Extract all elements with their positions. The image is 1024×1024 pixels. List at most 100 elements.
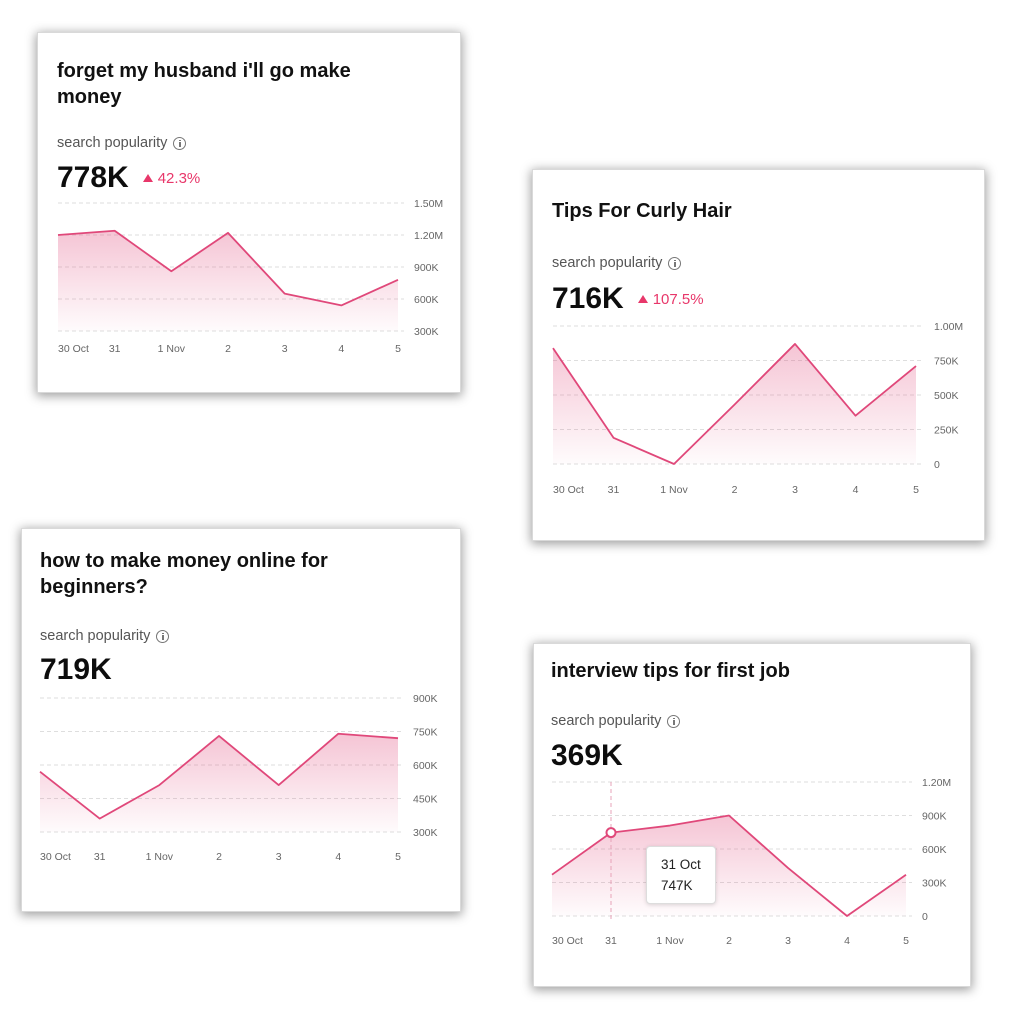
- card-title: interview tips for first job: [551, 660, 790, 682]
- series-area: [552, 815, 906, 916]
- change-badge: 107.5%: [637, 290, 704, 308]
- x-tick-label: 2: [225, 343, 231, 355]
- card-title: forget my husband i'll go make money: [57, 60, 351, 108]
- data-point: [733, 403, 737, 407]
- y-tick-label: 750K: [413, 727, 438, 739]
- x-tick-label: 2: [726, 935, 732, 947]
- metric-value-row: 778K 42.3%: [57, 161, 200, 195]
- series-area: [58, 230, 398, 331]
- x-tick-label: 30 Oct: [553, 484, 584, 496]
- x-tick-label: 4: [853, 484, 859, 496]
- x-tick-label: 4: [338, 343, 344, 355]
- change-badge: 42.3%: [142, 169, 201, 187]
- tooltip-value: 747K: [661, 878, 693, 893]
- metric-value-row: 716K 107.5%: [552, 282, 704, 316]
- data-point: [157, 783, 161, 787]
- x-tick-label: 5: [395, 343, 401, 355]
- data-point: [226, 231, 230, 235]
- up-triangle-icon: [637, 295, 648, 303]
- x-tick-label: 1 Nov: [656, 935, 684, 947]
- metric-value: 716K: [552, 282, 624, 315]
- card-title: Tips For Curly Hair: [552, 200, 732, 222]
- trend-chart[interactable]: 900K 750K 600K 450K 300K 30 Oct 31 1 Nov 2 3 4 5: [38, 691, 450, 871]
- x-tick-label: 4: [335, 851, 341, 863]
- x-tick-label: 31: [94, 851, 106, 863]
- data-point: [38, 770, 42, 774]
- x-tick-label: 3: [785, 935, 791, 947]
- info-circle-icon[interactable]: [668, 256, 682, 270]
- trend-card-1[interactable]: forget my husband i'll go make money sea…: [38, 33, 460, 392]
- x-tick-label: 2: [216, 851, 222, 863]
- data-point: [550, 873, 554, 877]
- metric-label-text: search popularity: [551, 713, 662, 729]
- x-tick-label: 1 Nov: [158, 343, 186, 355]
- y-tick-label: 1.20M: [414, 230, 443, 242]
- x-tick-label: 30 Oct: [58, 343, 89, 355]
- x-tick-label: 30 Oct: [552, 935, 583, 947]
- y-tick-label: 900K: [414, 262, 439, 274]
- highlighted-point: [605, 827, 617, 839]
- data-point: [169, 269, 173, 273]
- data-point: [98, 817, 102, 821]
- x-tick-label: 1 Nov: [146, 851, 174, 863]
- data-point: [793, 342, 797, 346]
- metric-value: 369K: [551, 739, 623, 772]
- data-point: [854, 414, 858, 418]
- info-circle-icon[interactable]: [667, 714, 681, 728]
- chart-tooltip: 31 Oct 747K: [646, 846, 716, 904]
- metric-label: search popularity: [57, 135, 187, 151]
- y-tick-label: 0: [934, 459, 940, 471]
- data-point: [339, 303, 343, 307]
- series-area: [553, 343, 916, 464]
- y-tick-label: 1.50M: [414, 198, 443, 210]
- data-point: [277, 783, 281, 787]
- y-tick-label: 900K: [922, 811, 947, 823]
- metric-value-row: 369K: [551, 739, 623, 773]
- x-tick-label: 30 Oct: [40, 851, 71, 863]
- data-point: [904, 873, 908, 877]
- y-tick-label: 600K: [414, 294, 439, 306]
- series-line: [57, 229, 399, 307]
- metric-label-text: search popularity: [57, 135, 168, 151]
- metric-value: 719K: [40, 653, 112, 686]
- data-point: [336, 732, 340, 736]
- x-tick-label: 5: [395, 851, 401, 863]
- y-tick-label: 600K: [413, 760, 438, 772]
- x-tick-label: 1 Nov: [660, 484, 688, 496]
- change-value: 107.5%: [652, 290, 704, 308]
- data-point: [672, 462, 676, 466]
- y-tick-label: 300K: [922, 878, 947, 890]
- x-tick-label: 5: [903, 935, 909, 947]
- x-tick-label: 5: [913, 484, 919, 496]
- metric-label: search popularity: [551, 713, 681, 729]
- trend-chart[interactable]: 1.00M 750K 500K 250K 0 30 Oct 31 1 Nov 2 3 4 5: [551, 320, 973, 505]
- y-tick-label: 300K: [413, 827, 438, 839]
- data-point: [113, 229, 117, 233]
- y-tick-label: 900K: [413, 693, 438, 705]
- data-point: [217, 734, 221, 738]
- card-title: how to make money online for beginners?: [40, 550, 328, 598]
- up-triangle-icon: [142, 174, 153, 182]
- metric-value: 778K: [57, 161, 129, 194]
- trend-card-3[interactable]: how to make money online for beginners? …: [22, 529, 460, 911]
- trend-card-4[interactable]: interview tips for first job search popu…: [534, 644, 970, 986]
- y-tick-label: 1.20M: [922, 777, 951, 789]
- x-tick-label: 3: [282, 343, 288, 355]
- series-area: [40, 733, 398, 832]
- info-circle-icon[interactable]: [156, 629, 170, 643]
- y-tick-label: 300K: [414, 326, 439, 338]
- data-point: [845, 914, 849, 918]
- trend-card-2[interactable]: Tips For Curly Hair search popularity 71…: [533, 170, 984, 540]
- data-point: [612, 436, 616, 440]
- info-circle-icon[interactable]: [173, 136, 187, 150]
- x-tick-label: 3: [792, 484, 798, 496]
- y-tick-label: 750K: [934, 356, 959, 368]
- trend-chart[interactable]: 1.20M 900K 600K 300K 0 30 Oct 31 1 Nov 2 3 4 5: [550, 776, 962, 961]
- x-tick-label: 31: [608, 484, 620, 496]
- y-tick-label: 0: [922, 911, 928, 923]
- data-point: [551, 346, 555, 350]
- y-tick-label: 1.00M: [934, 321, 963, 333]
- x-tick-label: 31: [605, 935, 617, 947]
- trend-chart[interactable]: 1.50M 1.20M 900K 600K 300K 30 Oct 31 1 Nov 2 3 4 5: [57, 198, 458, 373]
- change-value: 42.3%: [157, 169, 201, 187]
